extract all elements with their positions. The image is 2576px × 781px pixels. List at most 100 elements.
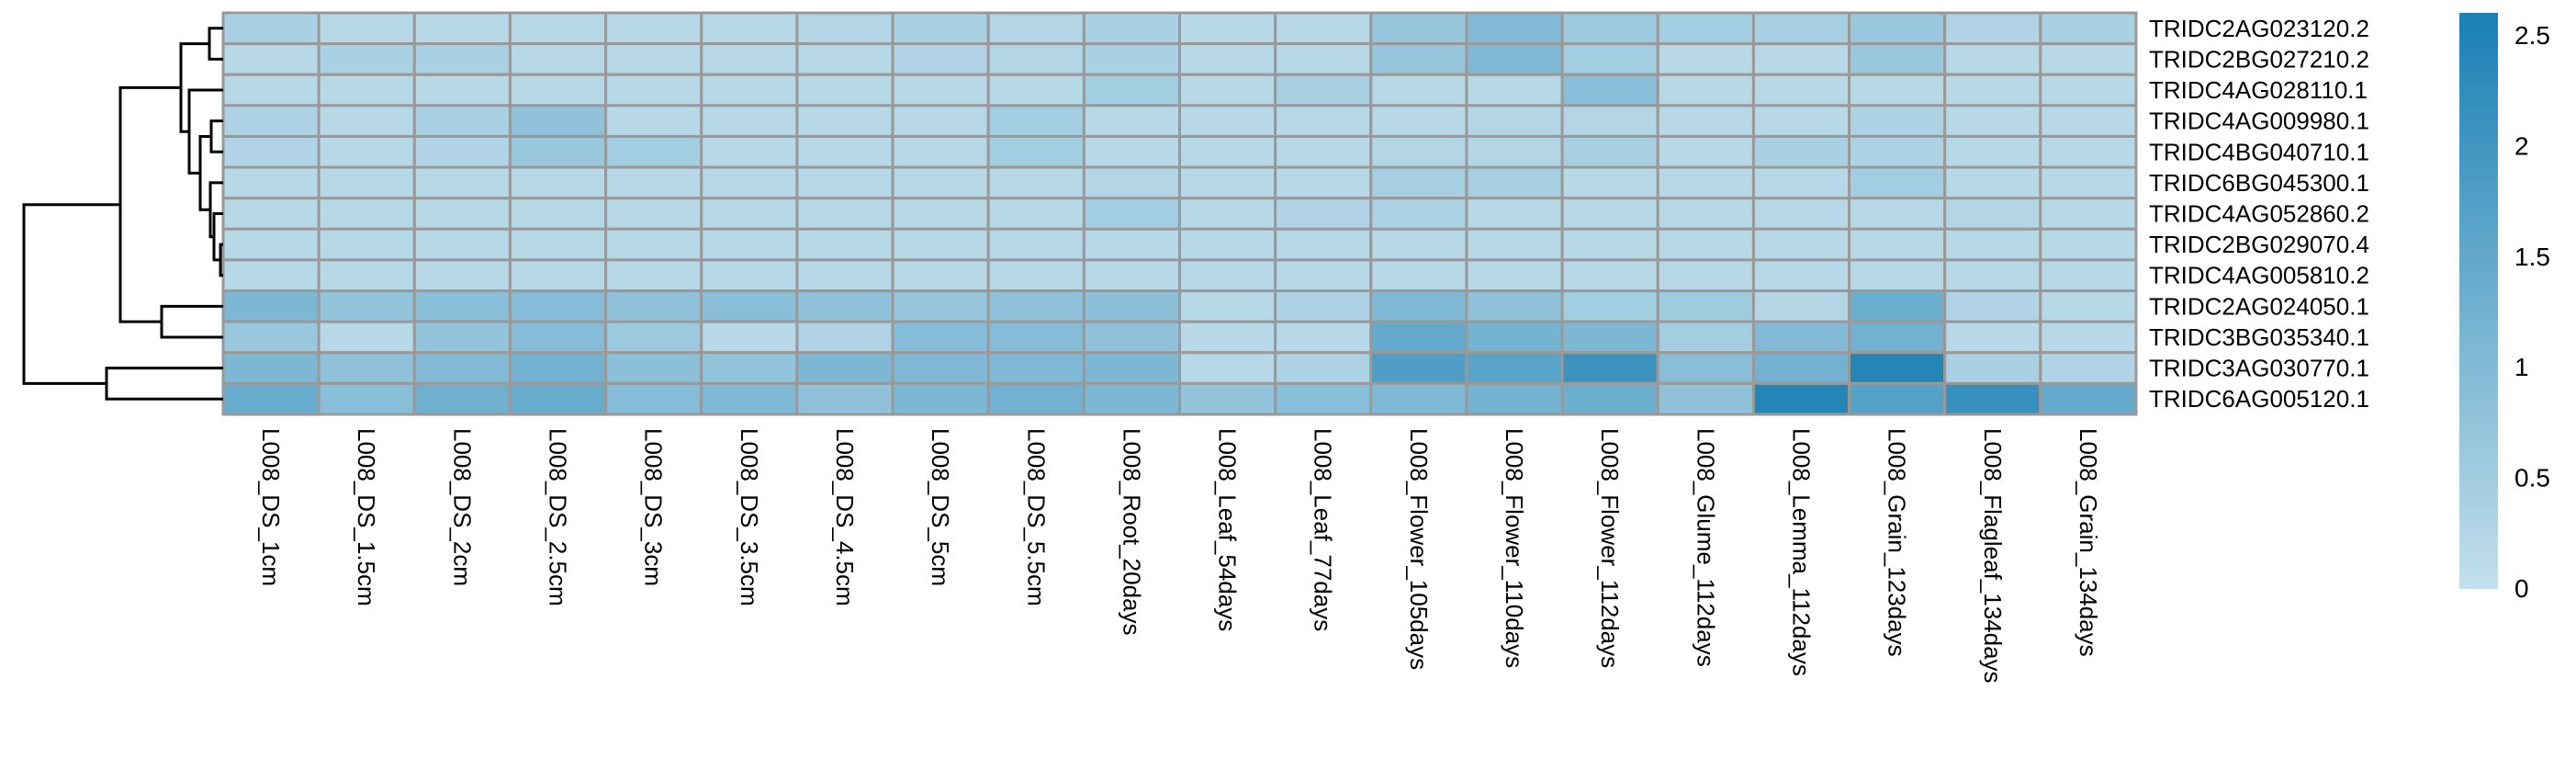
legend-color-segment: [2459, 352, 2498, 359]
heatmap-cell: [1848, 11, 1947, 46]
heatmap-cell: [891, 165, 990, 200]
heatmap-cell: [986, 381, 1086, 416]
heatmap-cell: [1751, 381, 1851, 416]
heatmap-cell: [1560, 351, 1659, 385]
dendrogram-branch: [208, 27, 223, 61]
heatmap-cell: [2039, 351, 2138, 385]
heatmap-cell: [700, 197, 799, 231]
heatmap-cell: [1560, 381, 1659, 416]
heatmap-cell: [2039, 42, 2138, 76]
heatmap-cell: [1943, 165, 2042, 200]
heatmap-cell: [1943, 227, 2042, 262]
heatmap-cell: [986, 165, 1086, 200]
heatmap-cell: [508, 289, 608, 323]
row-label: TRIDC2BG029070.4: [2149, 231, 2369, 258]
heatmap-cell: [1848, 289, 1947, 323]
row-label: TRIDC4AG028110.1: [2149, 76, 2368, 104]
dendrogram-branch: [22, 203, 120, 385]
heatmap-cell: [1178, 320, 1277, 355]
legend-color-segment: [2459, 456, 2498, 463]
heatmap-cell: [1178, 73, 1277, 108]
heatmap-cell: [1465, 320, 1564, 355]
heatmap-cell: [700, 11, 799, 46]
legend-color-segment: [2459, 346, 2498, 354]
heatmap-cell: [1082, 258, 1181, 293]
heatmap-cell: [1369, 258, 1468, 293]
heatmap-cell: [221, 11, 321, 46]
legend-tick-label: 2: [2514, 131, 2529, 160]
heatmap-cell: [1082, 11, 1181, 46]
heatmap-cell: [1369, 381, 1468, 416]
legend-color-segment: [2459, 271, 2498, 278]
column-label: L008_Glume_112days: [1692, 428, 1719, 667]
heatmap-cell: [986, 289, 1086, 323]
column-label: L008_Grain_123days: [1884, 428, 1911, 657]
legend-color-segment: [2459, 174, 2498, 181]
heatmap-cell: [795, 320, 894, 355]
legend-color-segment: [2459, 185, 2498, 193]
heatmap-cell: [1656, 165, 1755, 200]
heatmap-cell: [795, 289, 894, 323]
dendrogram-branch: [208, 181, 223, 239]
dendrogram-branch: [105, 367, 223, 401]
heatmap-cell: [1848, 104, 1947, 138]
legend-color-segment: [2459, 179, 2498, 187]
legend-color-segment: [2459, 13, 2498, 20]
legend-color-segment: [2459, 340, 2498, 348]
heatmap-cell: [700, 104, 799, 138]
heatmap-cell: [1465, 227, 1564, 262]
heatmap-cell: [1178, 165, 1277, 200]
heatmap-cell: [700, 42, 799, 76]
dendrogram-branch: [209, 119, 223, 153]
heatmap-cell: [412, 197, 512, 231]
heatmap-cell: [1751, 289, 1851, 323]
column-label: L008_Lemma_112days: [1787, 428, 1815, 676]
heatmap-cell: [1751, 42, 1851, 76]
heatmap-cell: [2039, 104, 2138, 138]
legend-color-segment: [2459, 507, 2498, 515]
heatmap-cell: [1369, 11, 1468, 46]
legend-color-segment: [2459, 36, 2498, 43]
heatmap-cell: [1656, 134, 1755, 169]
heatmap-cell: [604, 351, 703, 385]
heatmap-cell: [508, 134, 608, 169]
heatmap-cell: [1465, 104, 1564, 138]
heatmap-cell: [1943, 197, 2042, 231]
heatmap-cell: [1274, 289, 1373, 323]
legend-tick-label: 2.5: [2514, 21, 2550, 50]
legend-color-segment: [2459, 248, 2498, 255]
legend-color-segment: [2459, 564, 2498, 572]
legend-color-segment: [2459, 409, 2498, 417]
heatmap-cell: [1751, 165, 1851, 200]
legend-color-segment: [2459, 553, 2498, 560]
heatmap-cell: [317, 258, 416, 293]
legend-tick-label: 1.5: [2514, 243, 2550, 271]
heatmap-cell: [2039, 165, 2138, 200]
heatmap-cell: [317, 42, 416, 76]
legend-color-segment: [2459, 334, 2498, 342]
row-label: TRIDC2AG024050.1: [2149, 292, 2369, 320]
heatmap-cell: [412, 42, 512, 76]
heatmap-cell: [2039, 289, 2138, 323]
heatmap-cell: [412, 165, 512, 200]
heatmap-cell: [508, 227, 608, 262]
heatmap-cell: [1465, 197, 1564, 231]
heatmap-cell: [1656, 289, 1755, 323]
legend-color-segment: [2459, 128, 2498, 135]
row-label: TRIDC6AG005120.1: [2149, 385, 2369, 413]
legend-color-segment: [2459, 231, 2498, 239]
column-label: L008_Grain_134days: [2075, 428, 2102, 657]
heatmap-cell: [1943, 134, 2042, 169]
legend-color-segment: [2459, 52, 2498, 61]
legend-color-segment: [2459, 438, 2498, 446]
column-label: L008_DS_3.5cm: [736, 428, 763, 606]
heatmap-cell: [700, 289, 799, 323]
legend-color-segment: [2459, 536, 2498, 543]
legend-color-segment: [2459, 277, 2498, 285]
heatmap-cell: [1656, 197, 1755, 231]
heatmap-cell: [1178, 227, 1277, 262]
heatmap-cell: [1656, 351, 1755, 385]
legend-color-segment: [2459, 479, 2498, 486]
heatmap-cell: [1178, 289, 1277, 323]
